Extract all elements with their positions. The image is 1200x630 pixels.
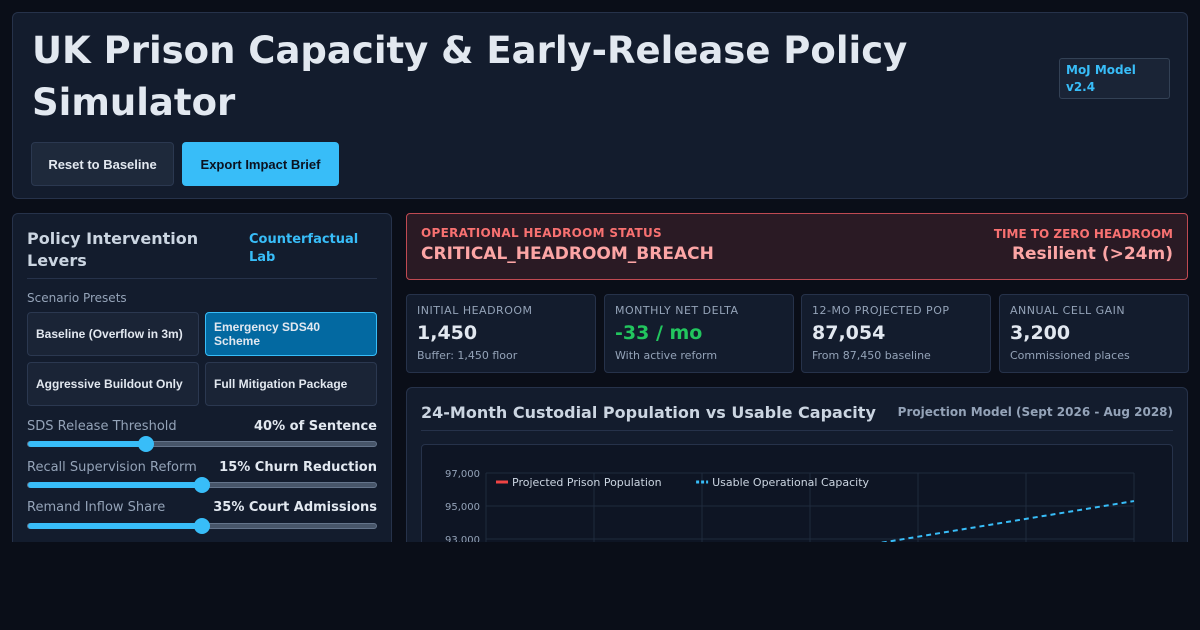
y-tick-label: 95,000 <box>445 502 480 513</box>
time-to-zero-value: Resilient (>24m) <box>1011 244 1173 264</box>
sds-threshold-value: 40% of Sentence <box>254 419 377 434</box>
chart-divider <box>421 430 1173 431</box>
preset-buildout-button[interactable]: Aggressive Buildout Only <box>27 362 199 406</box>
series-line-capacity <box>863 500 1135 547</box>
slider-thumb[interactable] <box>194 518 210 534</box>
chart-svg: 97,000 95,000 93,000 Projected Prison Popul… <box>445 469 1135 583</box>
time-to-zero-label: TIME TO ZERO HEADROOM <box>993 227 1173 241</box>
preset-full-mitigation-button[interactable]: Full Mitigation Package <box>205 362 377 406</box>
reset-baseline-button[interactable]: Reset to Baseline <box>31 142 174 186</box>
header-card: UK Prison Capacity & Early-Release Polic… <box>12 12 1188 199</box>
y-tick-label: 97,000 <box>445 469 480 480</box>
kpi-value: -33 / mo <box>615 322 703 344</box>
kpi-value: 3,200 <box>1010 322 1071 344</box>
kpi-label: MONTHLY NET DELTA <box>615 304 739 317</box>
kpi-value: 87,054 <box>812 322 886 344</box>
chart-title: 24-Month Custodial Population vs Usable … <box>421 403 876 422</box>
slider-thumb[interactable] <box>138 436 155 452</box>
kpi-subtext: Buffer: 1,450 floor <box>417 349 518 362</box>
counterfactual-lab-link[interactable]: Counterfactual Lab <box>249 232 359 265</box>
recall-reform-label: Recall Supervision Reform <box>27 460 197 475</box>
kpi-subtext: From 87,450 baseline <box>812 349 931 362</box>
kpi-subtext: With active reform <box>615 349 718 362</box>
recall-reform-slider[interactable] <box>27 477 377 493</box>
recall-reform-value: 15% Churn Reduction <box>219 460 377 475</box>
export-brief-button[interactable]: Export Impact Brief <box>182 142 339 186</box>
sds-threshold-slider[interactable] <box>27 436 377 452</box>
preset-baseline-button[interactable]: Baseline (Overflow in 3m) <box>27 312 199 356</box>
legend-label-population: Projected Prison Population <box>512 476 662 489</box>
legend-label-capacity: Usable Operational Capacity <box>712 476 869 489</box>
remand-share-label: Remand Inflow Share <box>27 500 166 515</box>
kpi-card-monthly-delta: MONTHLY NET DELTA -33 / mo With active r… <box>604 294 794 373</box>
sds-threshold-label: SDS Release Threshold <box>27 419 177 434</box>
slider-fill <box>28 523 202 529</box>
kpi-label: INITIAL HEADROOM <box>417 304 533 317</box>
kpi-card-cell-gain: ANNUAL CELL GAIN 3,200 Commissioned plac… <box>999 294 1189 373</box>
remand-share-slider[interactable] <box>27 518 377 534</box>
preset-sds40-button[interactable]: Emergency SDS40 Scheme <box>205 312 377 356</box>
headroom-status-banner: OPERATIONAL HEADROOM STATUS CRITICAL_HEA… <box>406 213 1188 280</box>
page-title: UK Prison Capacity & Early-Release Polic… <box>32 29 908 124</box>
presets-label: Scenario Presets <box>27 291 127 305</box>
slider-fill <box>28 482 202 488</box>
remand-share-value: 35% Court Admissions <box>213 500 377 515</box>
panel-divider <box>27 278 377 279</box>
kpi-label: 12-MO PROJECTED POP <box>812 304 950 317</box>
kpi-value: 1,450 <box>417 322 478 344</box>
chart-meta: Projection Model (Sept 2026 - Aug 2028) <box>897 405 1173 419</box>
slider-fill <box>28 441 147 447</box>
y-tick-label: 93,000 <box>445 535 480 546</box>
kpi-card-projected-pop: 12-MO PROJECTED POP 87,054 From 87,450 b… <box>801 294 991 373</box>
kpi-label: ANNUAL CELL GAIN <box>1010 304 1126 317</box>
policy-levers-panel: Policy Intervention Levers Counterfactua… <box>12 213 392 573</box>
status-label: OPERATIONAL HEADROOM STATUS <box>421 226 662 240</box>
model-version-badge: MoJ Model v2.4 <box>1059 58 1170 99</box>
kpi-subtext: Commissioned places <box>1010 349 1130 362</box>
status-value: CRITICAL_HEADROOM_BREACH <box>421 244 714 264</box>
kpi-card-initial-headroom: INITIAL HEADROOM 1,450 Buffer: 1,450 flo… <box>406 294 596 373</box>
slider-thumb[interactable] <box>194 477 210 493</box>
levers-title: Policy Intervention Levers <box>27 229 199 270</box>
viewport-cutoff <box>0 542 1200 630</box>
